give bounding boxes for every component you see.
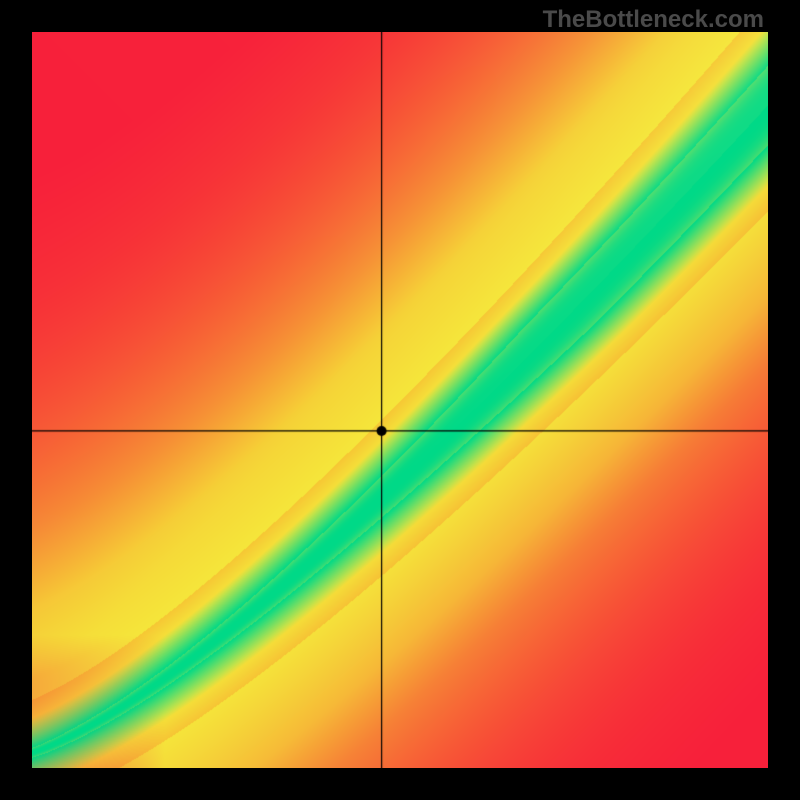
heatmap-canvas: [32, 32, 768, 768]
watermark-text: TheBottleneck.com: [543, 6, 764, 34]
bottleneck-chart: [32, 32, 768, 768]
